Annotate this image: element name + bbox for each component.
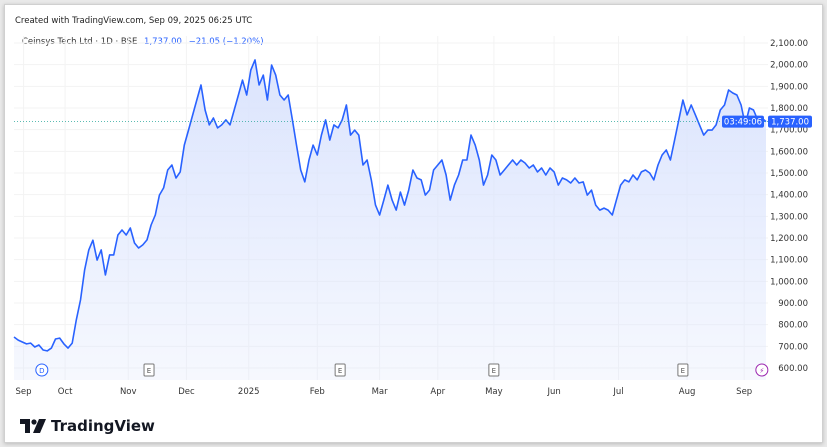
- split-icon: [755, 363, 769, 377]
- dividend-event-marker[interactable]: D: [35, 363, 49, 377]
- event-label: E: [147, 367, 151, 375]
- symbol-legend: Ceinsys Tech Ltd · 1D · BSE 1,737.00 −21…: [22, 37, 264, 47]
- y-tick-label: 1,800.00: [770, 104, 808, 114]
- y-tick-label: 2,000.00: [770, 61, 808, 71]
- price-line: [13, 59, 767, 352]
- earnings-event-marker[interactable]: E: [488, 363, 500, 377]
- x-tick-label: Apr: [430, 387, 445, 397]
- earnings-icon: [488, 363, 500, 377]
- x-tick-label: 2025: [238, 387, 260, 397]
- x-tick-label: Jul: [612, 387, 623, 397]
- y-tick-label: 600.00: [778, 364, 808, 374]
- y-tick-label: 1,700.00: [770, 126, 808, 136]
- earnings-event-marker[interactable]: E: [677, 363, 689, 377]
- earnings-icon: [143, 363, 155, 377]
- earnings-icon: [677, 363, 689, 377]
- event-label: E: [338, 367, 342, 375]
- y-tick-label: 700.00: [778, 342, 808, 352]
- brand-name: TradingView: [51, 417, 155, 435]
- event-label: E: [681, 367, 685, 375]
- split-event-marker[interactable]: ⚡: [755, 363, 769, 377]
- tradingview-logo-icon: [20, 419, 46, 433]
- x-tick-label: Jun: [546, 387, 560, 397]
- x-tick-label: Aug: [679, 387, 696, 397]
- x-tick-label: Mar: [372, 387, 389, 397]
- y-tick-label: 900.00: [778, 299, 808, 309]
- x-tick-label: May: [485, 387, 503, 397]
- x-tick-label: Oct: [58, 387, 73, 397]
- symbol-name: Ceinsys Tech Ltd · 1D · BSE: [22, 37, 138, 47]
- y-tick-label: 1,500.00: [770, 169, 808, 179]
- bar-countdown: 03:49:06: [724, 118, 762, 128]
- created-with-caption: Created with TradingView.com, Sep 09, 20…: [15, 16, 253, 26]
- x-tick-label: Nov: [120, 387, 137, 397]
- y-tick-label: 1,100.00: [770, 256, 808, 266]
- tradingview-logo[interactable]: TradingView: [20, 417, 155, 435]
- x-tick-label: Sep: [16, 387, 32, 397]
- x-tick-label: Dec: [178, 387, 195, 397]
- last-price-badge: [768, 115, 812, 128]
- y-tick-label: 1,600.00: [770, 147, 808, 157]
- bar-countdown-badge: [722, 115, 764, 128]
- price-area: [14, 59, 766, 381]
- last-price-badge-value: 1,737.00: [771, 118, 809, 128]
- y-tick-label: 2,100.00: [770, 39, 808, 49]
- y-tick-label: 1,000.00: [770, 277, 808, 287]
- earnings-event-marker[interactable]: E: [143, 363, 155, 377]
- earnings-icon: [334, 363, 346, 377]
- y-tick-label: 1,900.00: [770, 82, 808, 92]
- y-tick-label: 1,200.00: [770, 234, 808, 244]
- y-tick-label: 1,300.00: [770, 212, 808, 222]
- event-label: ⚡: [759, 367, 764, 375]
- y-tick-label: 800.00: [778, 321, 808, 331]
- x-tick-label: Sep: [736, 387, 752, 397]
- event-label: D: [39, 367, 44, 375]
- dividend-icon: [35, 363, 49, 377]
- price-change: −21.05 (−1.20%): [188, 37, 264, 47]
- earnings-event-marker[interactable]: E: [334, 363, 346, 377]
- last-price: 1,737.00: [144, 37, 182, 47]
- x-tick-label: Feb: [310, 387, 325, 397]
- y-tick-label: 1,400.00: [770, 191, 808, 201]
- event-label: E: [492, 367, 496, 375]
